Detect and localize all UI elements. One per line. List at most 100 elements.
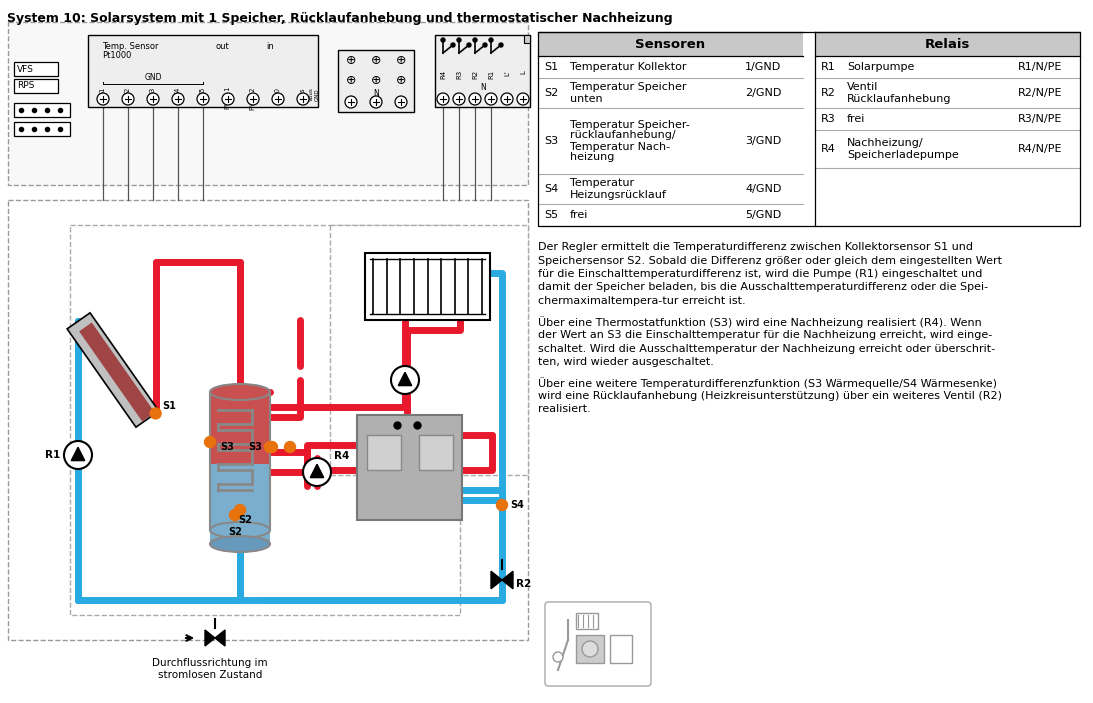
Text: ⊕: ⊕ [396,53,407,67]
Circle shape [457,38,461,42]
Text: R1: R1 [821,62,836,72]
Polygon shape [502,572,513,589]
Text: R2: R2 [516,579,531,589]
Bar [538,32,803,56]
Circle shape [483,43,487,47]
Text: der Wert an S3 die Einschalttemperatur für die Nachheizung erreicht, wird einge-: der Wert an S3 die Einschalttemperatur f… [538,330,992,340]
FancyBboxPatch shape [14,122,70,136]
Circle shape [345,96,357,108]
Text: S2: S2 [544,88,559,98]
Circle shape [453,93,465,105]
Text: ⊕: ⊕ [371,53,381,67]
Text: chermaximaltempera­tur erreicht ist.: chermaximaltempera­tur erreicht ist. [538,296,745,306]
Text: System 10: Solarsystem mit 1 Speicher, Rücklaufanhebung und thermostatischer Nac: System 10: Solarsystem mit 1 Speicher, R… [7,12,672,25]
Circle shape [230,510,240,520]
Circle shape [391,366,419,394]
Circle shape [247,93,259,105]
Text: S5: S5 [200,87,205,96]
FancyBboxPatch shape [89,35,318,107]
Text: S4: S4 [175,87,181,96]
Polygon shape [398,373,412,386]
Text: Temperatur Nach-: Temperatur Nach- [571,141,670,152]
Text: ⊕: ⊕ [371,74,381,86]
Text: Temperatur: Temperatur [571,179,634,188]
Circle shape [97,93,109,105]
Text: RPS: RPS [17,82,34,91]
Text: R4: R4 [440,70,446,79]
Circle shape [204,437,215,448]
Bar [576,635,604,663]
Text: Über eine weitere Temperaturdifferenzfunktion (S3 Wärmequelle/S4 Wärmesenke): Über eine weitere Temperaturdifferenzfun… [538,378,997,389]
Text: Der Regler ermittelt die Temperaturdifferenz zwischen Kollektorsensor S1 und: Der Regler ermittelt die Temperaturdiffe… [538,242,973,252]
Text: PWM 1: PWM 1 [225,87,231,110]
Text: frei: frei [847,114,866,124]
Text: R4: R4 [334,451,350,461]
Circle shape [371,96,381,108]
Bar [367,435,401,470]
Text: S2: S2 [125,87,131,96]
Text: S2: S2 [238,515,251,525]
FancyBboxPatch shape [14,79,58,93]
Text: S3: S3 [544,136,559,146]
Text: R3: R3 [456,70,462,79]
Text: stromlosen Zustand: stromlosen Zustand [157,670,262,680]
Circle shape [437,93,449,105]
Text: 2/GND: 2/GND [745,88,781,98]
Text: L': L' [504,70,510,76]
Text: in: in [266,42,273,51]
FancyBboxPatch shape [338,50,414,112]
Circle shape [473,38,477,42]
Text: S4: S4 [510,500,524,510]
Ellipse shape [210,536,270,552]
Text: N: N [373,89,379,98]
Circle shape [485,93,497,105]
Text: Rücklaufanhebung: Rücklaufanhebung [847,93,952,103]
Text: realisiert.: realisiert. [538,404,590,415]
Text: GND: GND [144,73,162,82]
Text: schaltet. Wird die Ausschalttemperatur der Nachheizung erreicht oder überschrit-: schaltet. Wird die Ausschalttemperatur d… [538,344,995,354]
Circle shape [440,38,445,42]
Text: S1: S1 [163,401,176,411]
Circle shape [222,93,234,105]
Text: S1: S1 [544,62,559,72]
Text: Temperatur Kollektor: Temperatur Kollektor [571,62,686,72]
Circle shape [303,458,331,486]
Circle shape [553,652,563,662]
Text: für die Einschalttemperaturdifferenz ist, wird die Pumpe (R1) eingeschaltet und: für die Einschalttemperaturdifferenz ist… [538,269,983,279]
Text: ⊕: ⊕ [345,74,356,86]
Text: ⊕: ⊕ [396,74,407,86]
Polygon shape [215,630,225,646]
Text: R3: R3 [821,114,836,124]
Ellipse shape [210,384,270,400]
Text: Über eine Thermostatfunktion (S3) wird eine Nachheizung realisiert (R4). Wenn: Über eine Thermostatfunktion (S3) wird e… [538,316,982,328]
Bar [210,392,270,464]
Bar [210,530,270,544]
FancyBboxPatch shape [14,103,70,117]
Circle shape [469,93,481,105]
Text: out: out [216,42,230,51]
Bar [538,32,1080,226]
Circle shape [581,641,598,657]
Ellipse shape [210,522,270,538]
Circle shape [467,43,471,47]
Text: Ventil: Ventil [847,82,879,93]
FancyBboxPatch shape [8,200,528,640]
Text: Temperatur Speicher-: Temperatur Speicher- [571,120,690,129]
Text: 1/GND: 1/GND [745,62,781,72]
Text: S3: S3 [220,442,234,452]
Text: R4: R4 [821,144,836,154]
Bar [210,464,270,530]
Text: ten, wird wieder ausgeschaltet.: ten, wird wieder ausgeschaltet. [538,357,714,367]
FancyBboxPatch shape [435,35,530,107]
Text: Relais: Relais [925,37,971,51]
Text: R1: R1 [45,450,60,460]
Polygon shape [491,572,502,589]
FancyBboxPatch shape [8,22,528,185]
Circle shape [284,441,295,453]
Text: S1: S1 [99,87,106,95]
Text: V40: V40 [275,87,281,100]
Text: R1: R1 [487,70,494,79]
Polygon shape [205,630,215,646]
Text: 5/GND: 5/GND [745,210,781,220]
Text: S2: S2 [228,527,242,537]
